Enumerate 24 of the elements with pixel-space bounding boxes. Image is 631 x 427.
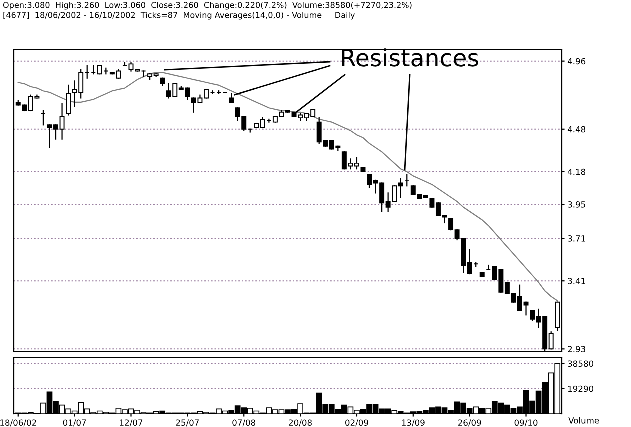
x-tick-label: 01/07 xyxy=(63,420,86,427)
x-tick-label: 18/06/02 xyxy=(0,420,36,427)
candlestick xyxy=(66,84,72,116)
y-tick-label: 2.93 xyxy=(568,346,586,352)
y-tick-label: 4.18 xyxy=(568,168,586,176)
x-tick-label: 07/08 xyxy=(232,420,256,427)
y-tick-label: 38580 xyxy=(568,360,594,368)
annotation: Resistances xyxy=(342,48,478,67)
y-axis-title: Volume xyxy=(568,417,600,424)
y-tick-label: 19290 xyxy=(568,386,594,392)
x-tick-label: 26/09 xyxy=(458,420,482,427)
x-tick-label: 25/07 xyxy=(176,420,199,427)
text: [4677] 18/06/2002 - 16/10/2002 Ticks=87 Moving Averages(14,0,0) - Volume Daily xyxy=(4,12,356,20)
x-tick-label: 02/09 xyxy=(346,420,368,427)
x-tick-label: 09/10 xyxy=(514,420,538,427)
x-tick-label: 13/09 xyxy=(402,420,425,427)
y-tick-label: 4.48 xyxy=(568,126,586,133)
x-tick-label: 12/07 xyxy=(120,420,143,427)
text: Open:3.080 High:3.260 Low:3.060 Close:3.260 Change:0.220(7.2%) Volume:38580(+7270,23.2%) xyxy=(3,2,412,10)
y-tick-label: 3.41 xyxy=(568,278,586,284)
x-tick-label: 20/08 xyxy=(289,420,312,427)
y-tick-label: 3.95 xyxy=(568,202,586,208)
y-tick-label: 4.96 xyxy=(568,58,586,65)
y-tick-label: 3.71 xyxy=(568,236,586,242)
